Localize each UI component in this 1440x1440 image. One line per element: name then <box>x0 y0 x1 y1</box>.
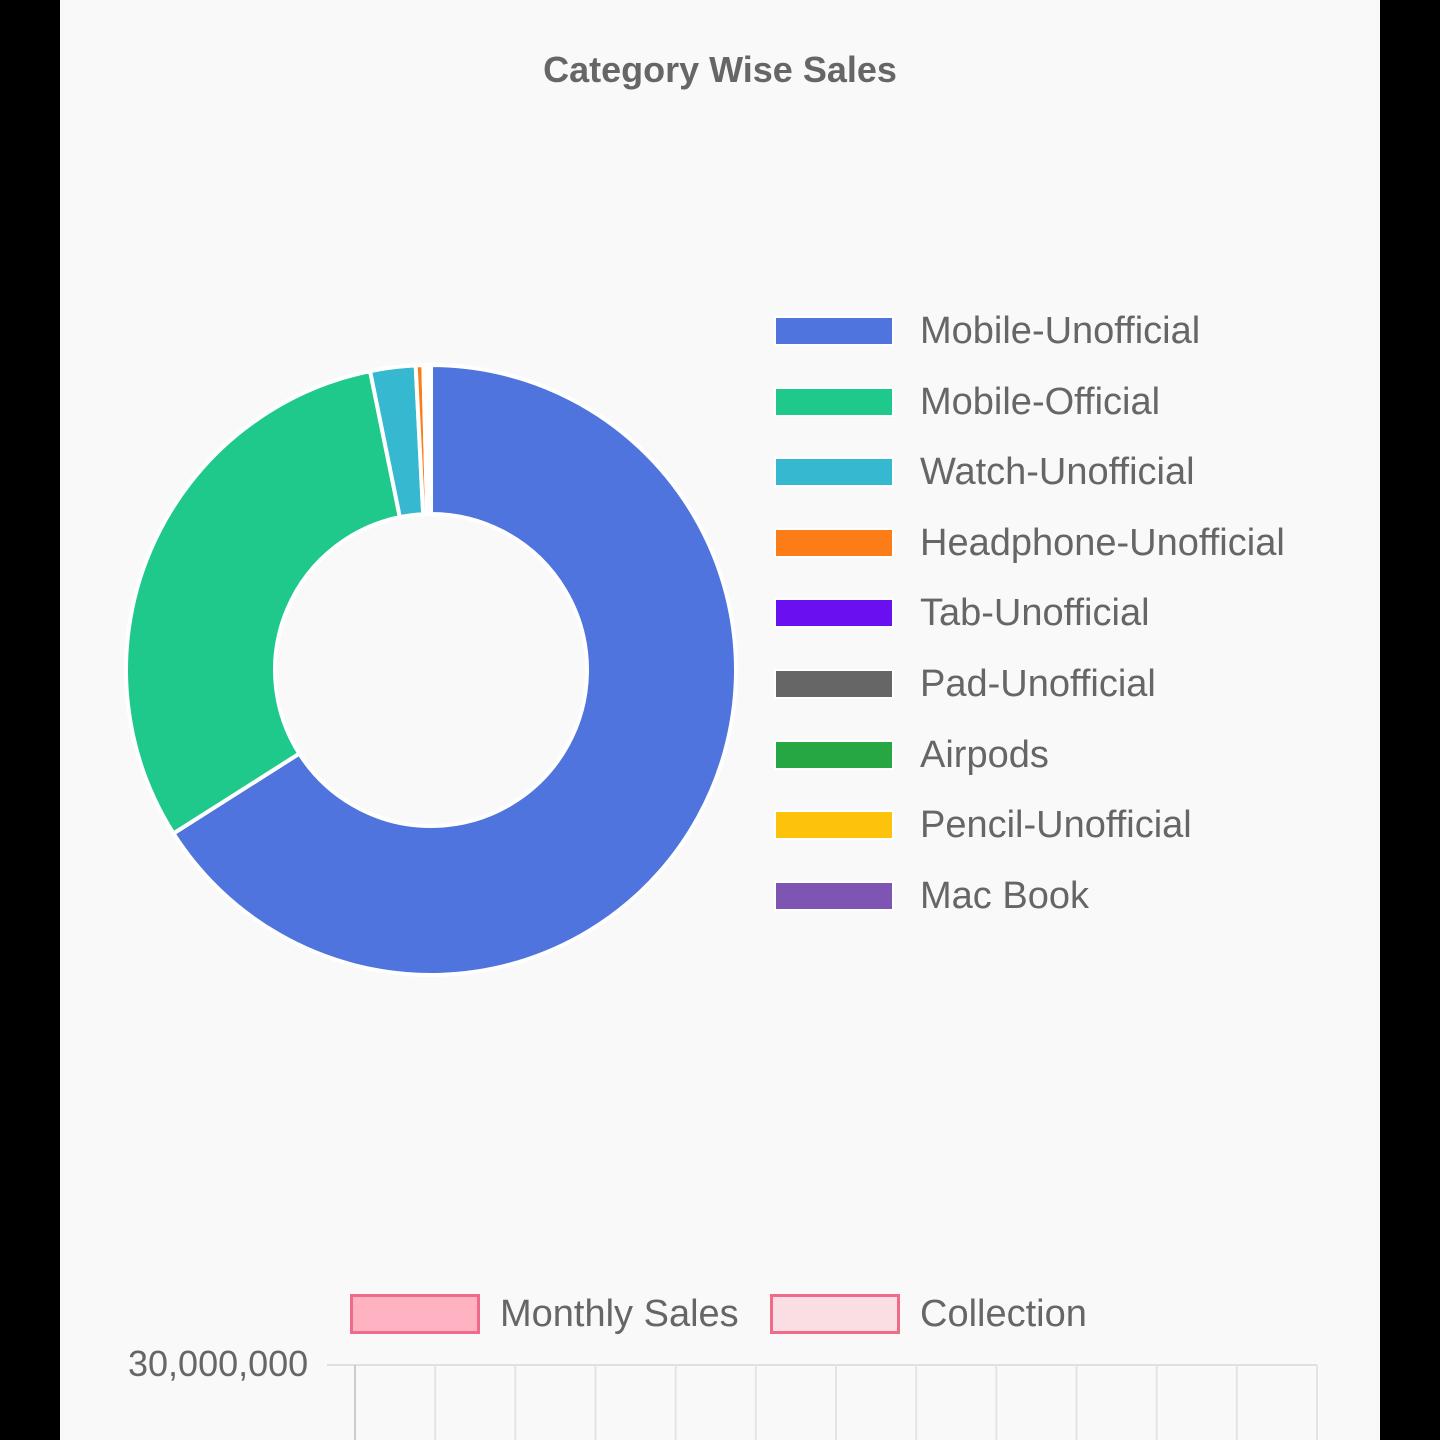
doughnut-slice-mac-book[interactable] <box>426 362 433 517</box>
chart-card: Category Wise Sales Mobile-Unofficial Mob… <box>60 0 1380 1440</box>
legend-label: Headphone-Unofficial <box>920 521 1285 564</box>
legend-label: Watch-Unofficial <box>920 451 1195 494</box>
legend-label: Collection <box>920 1293 1087 1335</box>
legend-swatch <box>770 1294 900 1334</box>
legend-label: Mobile-Official <box>920 380 1161 423</box>
legend-swatch <box>774 316 894 346</box>
legend-swatch <box>774 527 894 558</box>
legend-label: Tab-Unofficial <box>920 592 1150 635</box>
legend-swatch <box>774 810 894 841</box>
legend-swatch <box>774 739 894 770</box>
bar-chart <box>327 1364 1318 1440</box>
legend-label: Airpods <box>920 733 1049 776</box>
legend-label: Monthly Sales <box>500 1293 739 1335</box>
legend-swatch <box>774 457 894 488</box>
legend-swatch <box>774 669 894 699</box>
legend-label: Mobile-Unofficial <box>920 310 1201 352</box>
doughnut-chart <box>124 362 738 977</box>
doughnut-slice-mobile-unofficial[interactable] <box>170 362 738 977</box>
chart-title: Category Wise Sales <box>543 49 897 90</box>
legend-swatch <box>350 1294 480 1334</box>
y-tick-label: 30,000,000 <box>128 1343 309 1384</box>
legend-label: Mac Book <box>920 874 1089 917</box>
legend-label: Pencil-Unofficial <box>920 804 1192 847</box>
doughnut-slice-mobile-official[interactable] <box>124 368 403 837</box>
legend-swatch <box>774 598 894 629</box>
legend-swatch <box>774 880 894 911</box>
legend-swatch <box>774 386 894 417</box>
legend-label: Pad-Unofficial <box>920 663 1156 705</box>
